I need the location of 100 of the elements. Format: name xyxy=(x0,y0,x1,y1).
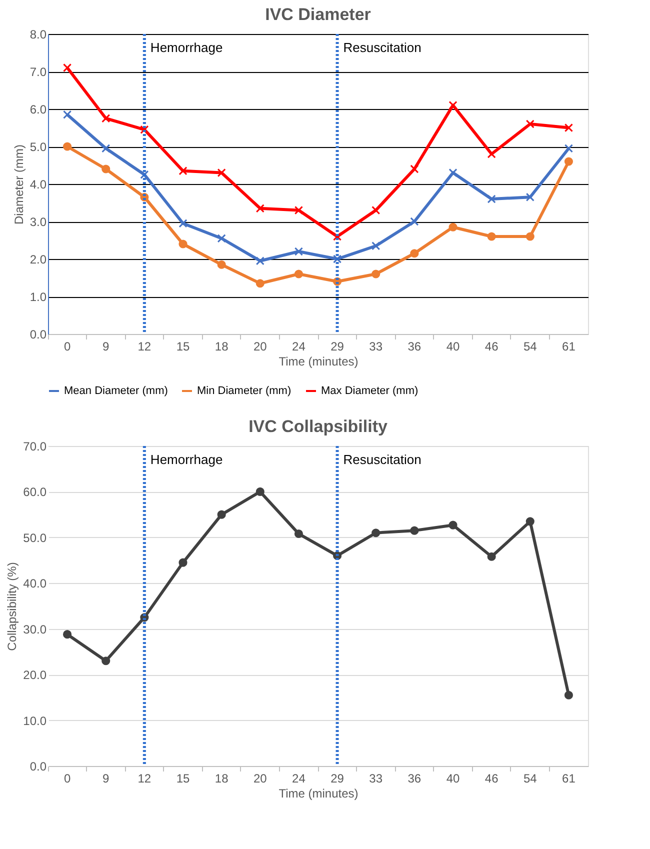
chart-title: IVC Collapsibility xyxy=(248,417,388,436)
x-axis-title: Time (minutes) xyxy=(278,354,358,368)
point xyxy=(526,192,534,202)
point xyxy=(410,217,419,226)
y-tick-label: 2.0 xyxy=(30,252,47,266)
ref-line-label: Resuscitation xyxy=(343,452,422,467)
x-tick-label: 61 xyxy=(562,772,576,786)
point xyxy=(102,144,110,153)
point xyxy=(140,170,149,179)
point xyxy=(217,168,226,178)
x-tick-label: 20 xyxy=(253,340,268,354)
x-tick-label: 33 xyxy=(369,772,383,786)
y-tick-label: 10.0 xyxy=(23,714,47,728)
y-tick-label: 20.0 xyxy=(23,668,47,682)
y-tick-label: 6.0 xyxy=(30,102,47,116)
x-tick-label: 61 xyxy=(562,340,576,354)
ref-line-label: Hemorrhage xyxy=(150,40,223,55)
y-tick-label: 60.0 xyxy=(23,485,47,500)
point xyxy=(487,150,496,158)
x-tick-label: 54 xyxy=(523,340,538,354)
x-tick-label: 54 xyxy=(523,772,538,786)
point xyxy=(372,206,380,215)
y-tick-label: 40.0 xyxy=(23,576,47,591)
point xyxy=(63,142,72,151)
x-tick-label: 15 xyxy=(176,340,190,354)
x-tick-label: 9 xyxy=(102,772,110,786)
point xyxy=(410,249,419,258)
y-tick-label: 5.0 xyxy=(30,140,47,154)
legend-label: Mean Diameter (mm) xyxy=(64,385,168,397)
point xyxy=(63,110,72,119)
point xyxy=(102,656,110,666)
y-tick-label: 4.0 xyxy=(30,178,47,192)
point xyxy=(487,552,496,561)
point xyxy=(372,270,380,278)
x-tick-label: 20 xyxy=(253,772,268,786)
x-tick-label: 33 xyxy=(369,340,383,354)
point xyxy=(256,256,264,266)
point xyxy=(256,279,264,288)
legend-label: Max Diameter (mm) xyxy=(321,385,418,397)
point xyxy=(294,270,303,278)
y-tick-label: 70.0 xyxy=(23,440,47,454)
point xyxy=(102,114,110,123)
ref-line-label: Hemorrhage xyxy=(150,452,223,467)
point xyxy=(178,219,188,228)
ref-line-label: Resuscitation xyxy=(343,40,422,55)
point xyxy=(294,206,303,215)
y-tick-label: 1.0 xyxy=(30,290,47,304)
y-axis-title: Collapsibility (%) xyxy=(5,562,20,651)
point xyxy=(140,125,149,134)
x-tick-label: 15 xyxy=(176,772,190,786)
y-tick-label: 7.0 xyxy=(30,65,47,79)
point xyxy=(372,242,380,250)
point xyxy=(63,63,72,72)
x-tick-label: 46 xyxy=(484,340,499,354)
point xyxy=(372,528,380,538)
point xyxy=(256,487,264,496)
point xyxy=(63,630,72,639)
x-tick-label: 46 xyxy=(484,772,499,786)
point xyxy=(333,232,342,241)
y-tick-label: 0.0 xyxy=(30,328,47,342)
x-tick-label: 36 xyxy=(408,340,422,354)
chart-title: IVC Diameter xyxy=(265,5,372,24)
legend-label: Min Diameter (mm) xyxy=(197,385,292,397)
point xyxy=(487,232,496,241)
point xyxy=(410,526,419,535)
point xyxy=(448,100,458,110)
point xyxy=(448,222,458,232)
point xyxy=(256,204,264,213)
x-tick-label: 40 xyxy=(446,772,460,786)
point xyxy=(564,144,573,153)
point xyxy=(526,120,534,128)
point xyxy=(294,247,303,256)
point xyxy=(487,194,496,204)
x-tick-label: 36 xyxy=(408,772,422,786)
point xyxy=(294,529,303,538)
point xyxy=(217,234,226,243)
x-tick-label: 0 xyxy=(64,340,71,354)
point xyxy=(564,123,573,132)
point xyxy=(178,240,188,248)
y-tick-label: 50.0 xyxy=(23,530,47,545)
x-tick-label: 0 xyxy=(64,772,71,786)
y-axis-title: Diameter (mm) xyxy=(12,144,26,224)
point xyxy=(526,517,534,526)
point xyxy=(526,232,534,241)
point xyxy=(448,168,458,178)
x-tick-label: 12 xyxy=(138,340,152,354)
x-tick-label: 18 xyxy=(214,340,229,354)
y-tick-label: 3.0 xyxy=(30,215,47,229)
y-tick-label: 0.0 xyxy=(30,760,47,774)
x-tick-label: 9 xyxy=(102,340,110,354)
point xyxy=(564,157,573,166)
point xyxy=(178,558,188,567)
y-tick-label: 30.0 xyxy=(23,622,47,636)
point xyxy=(217,260,226,269)
x-axis-title: Time (minutes) xyxy=(278,786,358,800)
point xyxy=(448,520,458,530)
x-tick-label: 24 xyxy=(292,772,306,786)
x-tick-label: 24 xyxy=(292,340,306,354)
x-tick-label: 12 xyxy=(138,772,152,786)
y-tick-label: 8.0 xyxy=(30,28,47,42)
